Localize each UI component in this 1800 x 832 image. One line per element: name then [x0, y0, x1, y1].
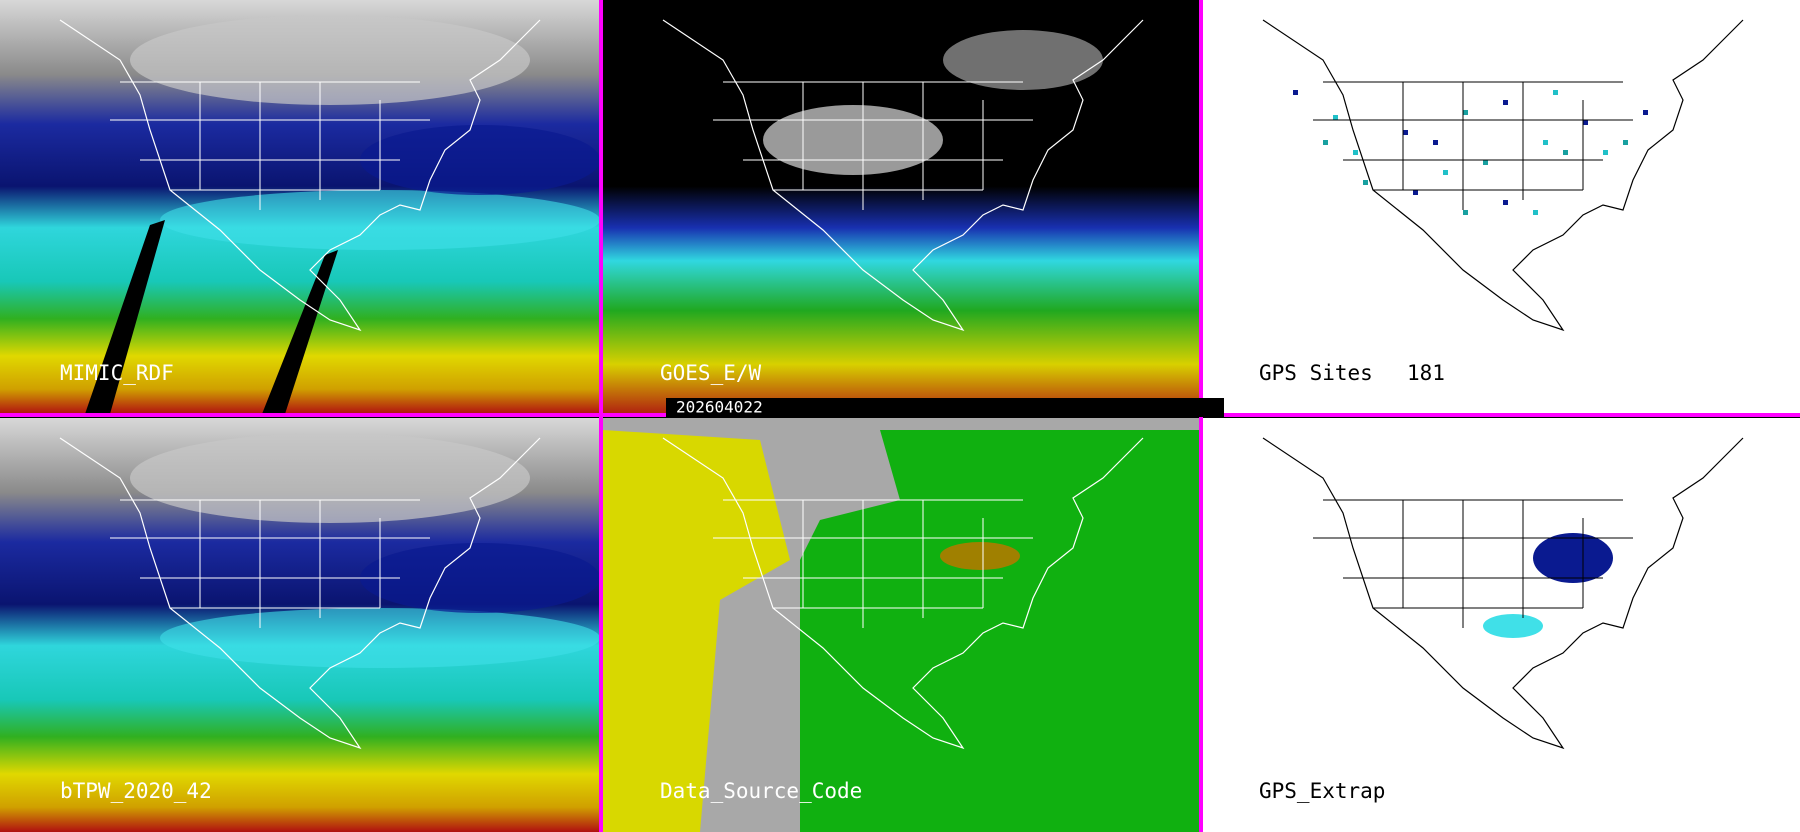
site	[1563, 150, 1568, 155]
cloud	[130, 15, 530, 105]
site	[1463, 110, 1468, 115]
cloud	[130, 433, 530, 523]
site	[1363, 180, 1368, 185]
site	[1333, 115, 1338, 120]
site	[1603, 150, 1608, 155]
imagery-details	[59, 15, 1744, 832]
panel-label: MIMIC_RDF	[60, 361, 174, 385]
site	[1533, 210, 1538, 215]
data-gap	[262, 250, 338, 414]
moist-band	[360, 543, 600, 613]
panel-label: GPS_Extrap	[1259, 779, 1385, 803]
site	[1643, 110, 1648, 115]
site	[1413, 190, 1418, 195]
timestamp: 202604022	[676, 398, 763, 417]
site	[1483, 160, 1488, 165]
extrap-region	[1483, 614, 1543, 638]
data-gap	[85, 220, 165, 414]
site	[1403, 130, 1408, 135]
region	[603, 430, 790, 832]
region	[800, 430, 1200, 832]
panel-label: Data_Source_Code	[660, 779, 862, 803]
site	[1623, 140, 1628, 145]
site	[1503, 200, 1508, 205]
goes-image	[603, 0, 1200, 414]
site	[1553, 90, 1558, 95]
site	[1443, 170, 1448, 175]
cloud	[763, 105, 943, 175]
site	[1353, 150, 1358, 155]
site	[1323, 140, 1328, 145]
cloud	[943, 30, 1103, 90]
site-count: 181	[1407, 361, 1445, 385]
timestamp-bar	[666, 398, 1224, 417]
extrap-region	[1533, 533, 1613, 583]
site	[1293, 90, 1298, 95]
site	[1463, 210, 1468, 215]
panel-label: GOES_E/W	[660, 361, 762, 385]
site	[1543, 140, 1548, 145]
panel-label: bTPW_2020_42	[60, 779, 212, 803]
site	[1433, 140, 1438, 145]
moist-band	[360, 125, 600, 195]
site	[1583, 120, 1588, 125]
region	[940, 542, 1020, 570]
site	[1503, 100, 1508, 105]
moist-band	[160, 608, 600, 668]
gps-sites-map	[1203, 0, 1800, 414]
panel-label: GPS Sites	[1259, 361, 1373, 385]
moist-band	[160, 190, 600, 250]
